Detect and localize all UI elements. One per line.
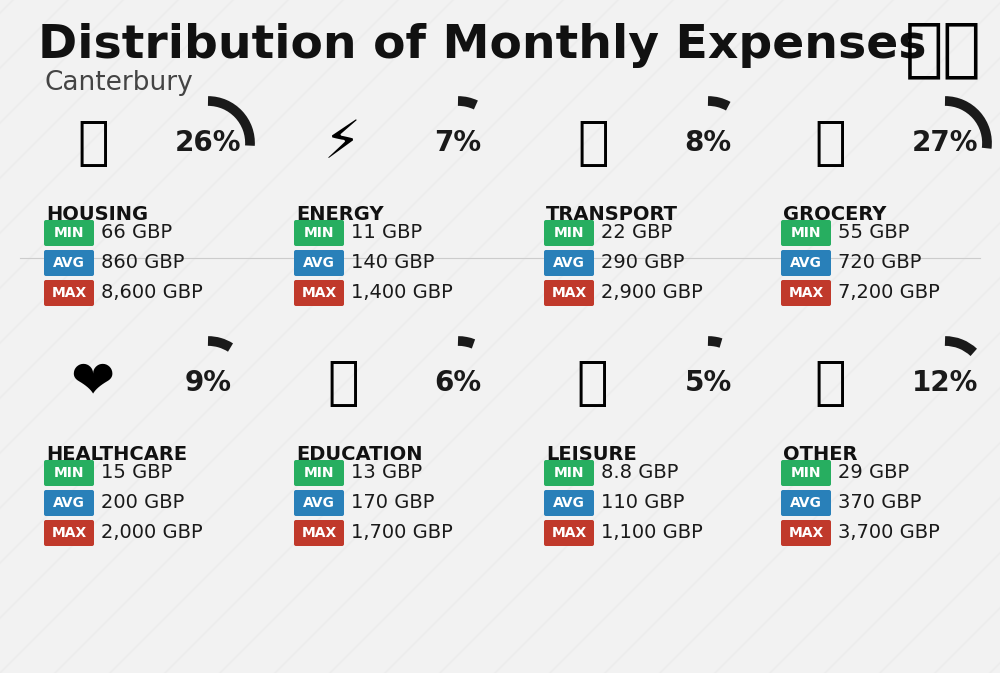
Text: MIN: MIN (54, 226, 84, 240)
Text: ❤️: ❤️ (71, 357, 115, 409)
Text: MIN: MIN (54, 466, 84, 480)
Text: 200 GBP: 200 GBP (101, 493, 184, 513)
Text: 8,600 GBP: 8,600 GBP (101, 283, 203, 302)
Text: Canterbury: Canterbury (44, 70, 193, 96)
Text: 290 GBP: 290 GBP (601, 254, 684, 273)
Text: 8.8 GBP: 8.8 GBP (601, 464, 678, 483)
Text: 2,900 GBP: 2,900 GBP (601, 283, 703, 302)
Text: 22 GBP: 22 GBP (601, 223, 672, 242)
Text: 7%: 7% (434, 129, 482, 157)
Text: 1,400 GBP: 1,400 GBP (351, 283, 453, 302)
Text: AVG: AVG (790, 256, 822, 270)
Text: TRANSPORT: TRANSPORT (546, 205, 678, 224)
FancyBboxPatch shape (781, 250, 831, 276)
Text: ENERGY: ENERGY (296, 205, 384, 224)
FancyBboxPatch shape (44, 280, 94, 306)
Text: AVG: AVG (53, 496, 85, 510)
FancyBboxPatch shape (44, 250, 94, 276)
FancyBboxPatch shape (294, 520, 344, 546)
FancyBboxPatch shape (781, 280, 831, 306)
Text: 140 GBP: 140 GBP (351, 254, 434, 273)
FancyBboxPatch shape (781, 220, 831, 246)
Text: ⚡️: ⚡️ (324, 117, 362, 169)
Text: 🛍️: 🛍️ (577, 357, 609, 409)
Text: AVG: AVG (553, 496, 585, 510)
FancyBboxPatch shape (544, 250, 594, 276)
Text: Distribution of Monthly Expenses: Distribution of Monthly Expenses (38, 23, 926, 68)
FancyBboxPatch shape (44, 460, 94, 486)
Text: MAX: MAX (51, 286, 87, 300)
Text: 🛒: 🛒 (814, 117, 846, 169)
Text: AVG: AVG (53, 256, 85, 270)
Text: 🚌: 🚌 (577, 117, 609, 169)
Text: 2,000 GBP: 2,000 GBP (101, 524, 203, 542)
Text: 26%: 26% (175, 129, 241, 157)
Text: 7,200 GBP: 7,200 GBP (838, 283, 940, 302)
Text: 🏢: 🏢 (77, 117, 109, 169)
Text: 29 GBP: 29 GBP (838, 464, 909, 483)
FancyBboxPatch shape (294, 220, 344, 246)
Text: 170 GBP: 170 GBP (351, 493, 434, 513)
Text: HEALTHCARE: HEALTHCARE (46, 445, 187, 464)
Text: MIN: MIN (304, 226, 334, 240)
FancyBboxPatch shape (781, 460, 831, 486)
FancyBboxPatch shape (544, 220, 594, 246)
Text: 🇬🇧: 🇬🇧 (905, 18, 981, 80)
Text: 13 GBP: 13 GBP (351, 464, 422, 483)
Text: MAX: MAX (551, 286, 587, 300)
Text: AVG: AVG (303, 256, 335, 270)
Text: 66 GBP: 66 GBP (101, 223, 172, 242)
Text: 6%: 6% (434, 369, 482, 397)
FancyBboxPatch shape (294, 250, 344, 276)
Text: AVG: AVG (303, 496, 335, 510)
Text: 15 GBP: 15 GBP (101, 464, 172, 483)
FancyBboxPatch shape (544, 460, 594, 486)
Text: 1,700 GBP: 1,700 GBP (351, 524, 453, 542)
Text: 💰: 💰 (814, 357, 846, 409)
FancyBboxPatch shape (781, 490, 831, 516)
Text: EDUCATION: EDUCATION (296, 445, 422, 464)
Text: 5%: 5% (684, 369, 732, 397)
Text: 8%: 8% (684, 129, 732, 157)
Text: MIN: MIN (554, 466, 584, 480)
Text: MAX: MAX (51, 526, 87, 540)
FancyBboxPatch shape (294, 280, 344, 306)
Text: MAX: MAX (551, 526, 587, 540)
Text: 27%: 27% (912, 129, 978, 157)
Text: MAX: MAX (301, 286, 337, 300)
Text: 860 GBP: 860 GBP (101, 254, 184, 273)
Text: MAX: MAX (301, 526, 337, 540)
FancyBboxPatch shape (544, 490, 594, 516)
Text: MAX: MAX (788, 286, 824, 300)
Text: MAX: MAX (788, 526, 824, 540)
Text: 1,100 GBP: 1,100 GBP (601, 524, 703, 542)
FancyBboxPatch shape (781, 520, 831, 546)
Text: GROCERY: GROCERY (783, 205, 886, 224)
FancyBboxPatch shape (294, 490, 344, 516)
Text: MIN: MIN (554, 226, 584, 240)
Text: 🎓: 🎓 (327, 357, 359, 409)
FancyBboxPatch shape (544, 280, 594, 306)
FancyBboxPatch shape (44, 490, 94, 516)
Text: 12%: 12% (912, 369, 978, 397)
Text: 3,700 GBP: 3,700 GBP (838, 524, 940, 542)
Text: HOUSING: HOUSING (46, 205, 148, 224)
Text: LEISURE: LEISURE (546, 445, 637, 464)
Text: 11 GBP: 11 GBP (351, 223, 422, 242)
Text: MIN: MIN (791, 466, 821, 480)
Text: AVG: AVG (790, 496, 822, 510)
FancyBboxPatch shape (44, 520, 94, 546)
Text: MIN: MIN (304, 466, 334, 480)
Text: 55 GBP: 55 GBP (838, 223, 909, 242)
Text: 370 GBP: 370 GBP (838, 493, 921, 513)
Text: MIN: MIN (791, 226, 821, 240)
Text: OTHER: OTHER (783, 445, 858, 464)
Text: 720 GBP: 720 GBP (838, 254, 921, 273)
FancyBboxPatch shape (44, 220, 94, 246)
FancyBboxPatch shape (544, 520, 594, 546)
Text: AVG: AVG (553, 256, 585, 270)
Text: 9%: 9% (184, 369, 232, 397)
FancyBboxPatch shape (294, 460, 344, 486)
Text: 110 GBP: 110 GBP (601, 493, 684, 513)
